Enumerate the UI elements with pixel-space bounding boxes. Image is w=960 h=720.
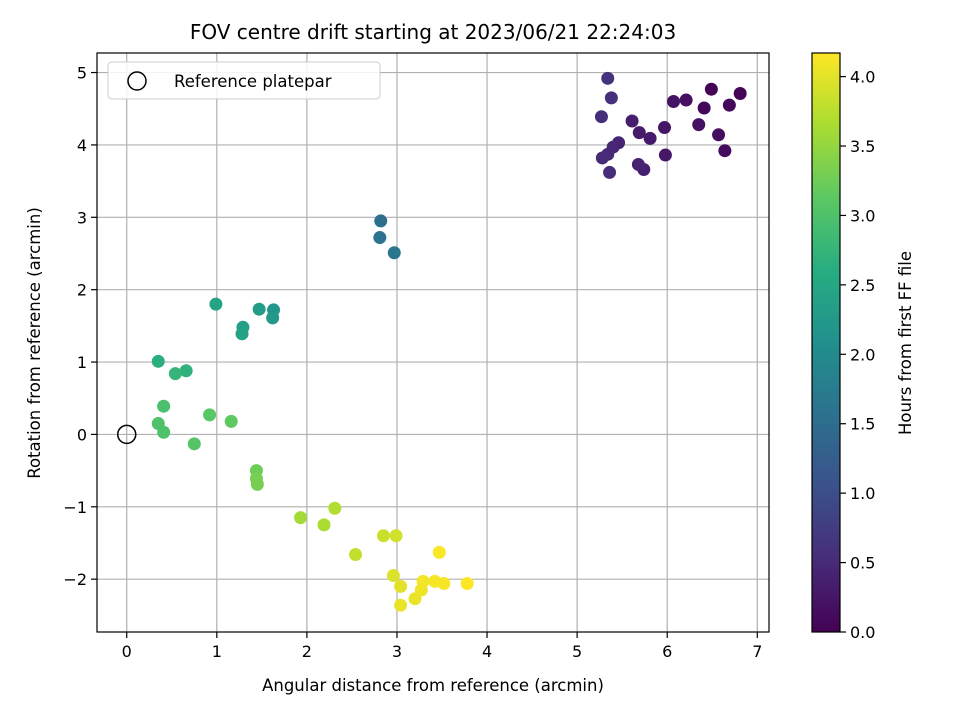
data-point [250, 477, 264, 491]
colorbar-ticks: 0.0 0.5 1.0 1.5 2.0 2.5 3.0 3.5 4.0 [840, 68, 875, 642]
data-point [667, 94, 681, 108]
data-point [437, 577, 451, 591]
data-point [389, 529, 403, 543]
colorbar-tick-label: 0.0 [850, 623, 875, 642]
data-point [704, 82, 718, 96]
data-point [658, 148, 672, 162]
colorbar-tick-label: 2.5 [850, 276, 875, 295]
data-point [376, 529, 390, 543]
data-point [601, 71, 615, 85]
scatter-points [151, 71, 747, 612]
data-point [203, 408, 217, 422]
colorbar-tick-label: 1.0 [850, 484, 875, 503]
data-point [604, 91, 618, 105]
data-point [187, 437, 201, 451]
y-axis-ticks: −2 −1 0 1 2 3 4 5 [63, 64, 97, 589]
data-point [718, 144, 732, 158]
colorbar-tick-label: 2.0 [850, 345, 875, 364]
data-point [595, 151, 609, 165]
y-tick-label: 2 [77, 281, 87, 300]
data-point [328, 501, 342, 515]
data-point [209, 297, 223, 311]
x-tick-label: 1 [212, 642, 222, 661]
data-point [679, 93, 693, 107]
data-point [394, 579, 408, 593]
plot-frame [96, 52, 770, 633]
data-point [692, 118, 706, 132]
data-point [386, 569, 400, 583]
data-point [594, 110, 608, 124]
colorbar-tick-label: 4.0 [850, 68, 875, 87]
data-point [658, 121, 672, 135]
data-point [643, 131, 657, 145]
data-point [157, 399, 171, 413]
x-axis-ticks: 0 1 2 3 4 5 6 7 [122, 632, 762, 661]
data-point [432, 545, 446, 559]
data-point [374, 214, 388, 228]
data-point [416, 574, 430, 588]
y-tick-label: 1 [77, 353, 87, 372]
legend-reference-marker [127, 71, 147, 91]
data-point [697, 101, 711, 115]
data-point [631, 157, 645, 171]
chart-title: FOV centre drift starting at 2023/06/21 … [190, 20, 676, 44]
legend-box [107, 61, 381, 100]
colorbar-tick-label: 0.5 [850, 554, 875, 573]
colorbar-tick-label: 3.0 [850, 206, 875, 225]
colorbar-tick-label: 1.5 [850, 415, 875, 434]
x-tick-label: 4 [482, 642, 492, 661]
data-point [157, 425, 171, 439]
x-tick-label: 0 [122, 642, 132, 661]
data-point [712, 128, 726, 142]
colorbar-label: Hours from first FF file [896, 251, 915, 435]
colorbar-gradient [811, 52, 841, 633]
data-point [603, 165, 617, 179]
data-point [317, 518, 331, 532]
y-tick-label: 4 [77, 136, 87, 155]
data-point [460, 577, 474, 591]
y-tick-label: −2 [63, 570, 87, 589]
data-point [349, 548, 363, 562]
data-point [235, 327, 249, 341]
legend: Reference platepar [107, 61, 381, 100]
legend-entry-reference: Reference platepar [174, 72, 332, 91]
grid [97, 53, 769, 632]
data-point [179, 364, 193, 378]
data-point [168, 367, 182, 381]
x-tick-label: 5 [572, 642, 582, 661]
data-point [373, 231, 387, 245]
y-tick-label: 0 [77, 425, 87, 444]
data-point [733, 87, 747, 101]
reference-platepar-marker [116, 424, 137, 445]
colorbar: 0.0 0.5 1.0 1.5 2.0 2.5 3.0 3.5 4.0 Hours from f… [811, 52, 915, 642]
data-point [224, 414, 238, 428]
x-tick-label: 2 [302, 642, 312, 661]
colorbar-tick-label: 3.5 [850, 137, 875, 156]
data-point [294, 511, 308, 525]
data-point [266, 311, 280, 325]
data-point [252, 302, 266, 316]
data-point [632, 126, 646, 140]
data-point [722, 98, 736, 112]
x-axis-label: Angular distance from reference (arcmin) [262, 676, 604, 695]
data-point [387, 246, 401, 260]
x-tick-label: 7 [752, 642, 762, 661]
data-point [151, 354, 165, 368]
y-tick-label: 5 [77, 64, 87, 83]
y-tick-label: −1 [63, 498, 87, 517]
x-tick-label: 6 [662, 642, 672, 661]
x-tick-label: 3 [392, 642, 402, 661]
data-point [394, 598, 408, 612]
y-axis-label: Rotation from reference (arcmin) [25, 207, 44, 479]
data-point [625, 114, 639, 128]
y-tick-label: 3 [77, 208, 87, 227]
